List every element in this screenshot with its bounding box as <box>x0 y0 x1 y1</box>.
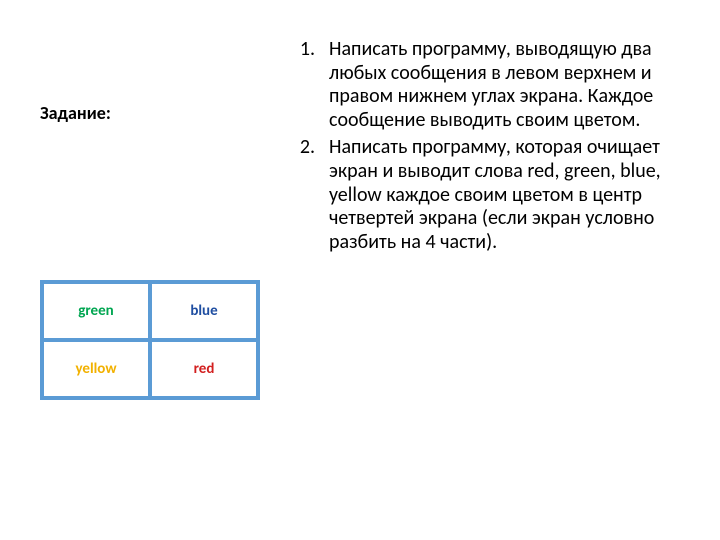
grid-cell-green: green <box>42 282 150 340</box>
list-item-number: 2. <box>295 136 329 160</box>
task-list: 1. Написать программу, выводящую два люб… <box>295 38 695 258</box>
grid-cell-yellow: yellow <box>42 340 150 398</box>
grid-cell-red: red <box>150 340 258 398</box>
list-item: 2. Написать программу, которая очищает э… <box>295 136 695 254</box>
list-item-text: Написать программу, выводящую два любых … <box>329 38 695 132</box>
list-item-text: Написать программу, которая очищает экра… <box>329 136 695 254</box>
task-heading: Задание: <box>40 102 111 124</box>
list-item: 1. Написать программу, выводящую два люб… <box>295 38 695 132</box>
color-grid: green blue yellow red <box>40 280 260 400</box>
list-item-number: 1. <box>295 38 329 62</box>
grid-cell-blue: blue <box>150 282 258 340</box>
